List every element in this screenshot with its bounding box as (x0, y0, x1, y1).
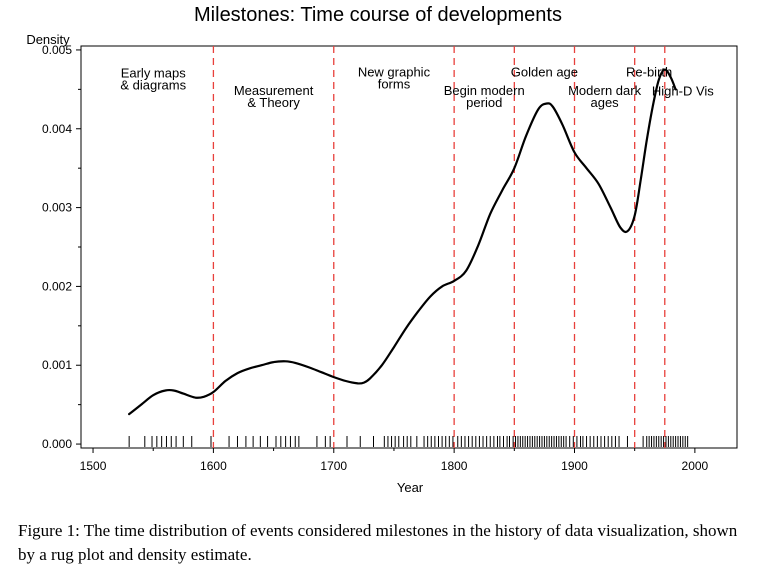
period-label-line: Golden age (511, 65, 578, 80)
chart-title: Milestones: Time course of developments (194, 4, 562, 26)
period-label: Measurement & Theory (234, 83, 314, 110)
period-labels: Early maps & diagrams Measurement & Theory N… (120, 65, 714, 110)
y-tick-label: 0.002 (42, 279, 72, 293)
y-tick-label: 0.004 (42, 122, 72, 136)
y-tick-label: 0.005 (42, 43, 72, 57)
period-label: High-D Vis (652, 84, 714, 99)
period-label-line: New graphic (358, 65, 431, 80)
period-label-line: Begin modern (444, 83, 525, 98)
y-tick-label: 0.000 (42, 437, 72, 451)
period-divider-lines (212, 46, 666, 448)
period-label-line: High-D Vis (652, 84, 714, 99)
period-label-line: forms (378, 77, 411, 92)
density-curve (128, 68, 677, 416)
period-label: Modern dark ages (568, 83, 641, 110)
period-label: Golden age (511, 65, 578, 80)
y-tick-label: 0.001 (42, 358, 72, 372)
period-label-line: ages (590, 95, 619, 110)
period-label-line: Re-birth (626, 65, 672, 80)
period-label-line: Measurement (234, 83, 314, 98)
period-label-line: & diagrams (120, 78, 186, 93)
period-label: Begin modern period (444, 83, 525, 110)
x-tick-label: 1500 (80, 459, 107, 473)
y-tick-label: 0.003 (42, 201, 72, 215)
period-label-line: Early maps (121, 66, 187, 81)
period-label-line: period (466, 95, 502, 110)
period-label: New graphic forms (358, 65, 431, 92)
y-axis-label: Density (26, 32, 70, 47)
x-tick-label: 1600 (200, 459, 227, 473)
period-label: Early maps & diagrams (120, 66, 186, 93)
figure-caption: Figure 1: The time distribution of event… (18, 521, 738, 564)
x-tick-label: 2000 (682, 459, 709, 473)
period-label-line: & Theory (247, 95, 300, 110)
x-tick-label: 1700 (320, 459, 347, 473)
x-axis-label: Year (397, 480, 424, 495)
rug-plot (128, 436, 689, 447)
period-label: Re-birth (626, 65, 672, 80)
x-tick-label: 1900 (561, 459, 588, 473)
x-tick-label: 1800 (441, 459, 468, 473)
density-chart: Milestones: Time course of developments … (26, 4, 738, 495)
period-label-line: Modern dark (568, 83, 641, 98)
y-axis-ticks: 0.000 0.001 0.002 0.003 0.004 0.005 (42, 43, 81, 451)
x-axis-ticks: 1500 1600 1700 1800 1900 2000 (80, 448, 709, 473)
plot-frame (80, 45, 738, 449)
